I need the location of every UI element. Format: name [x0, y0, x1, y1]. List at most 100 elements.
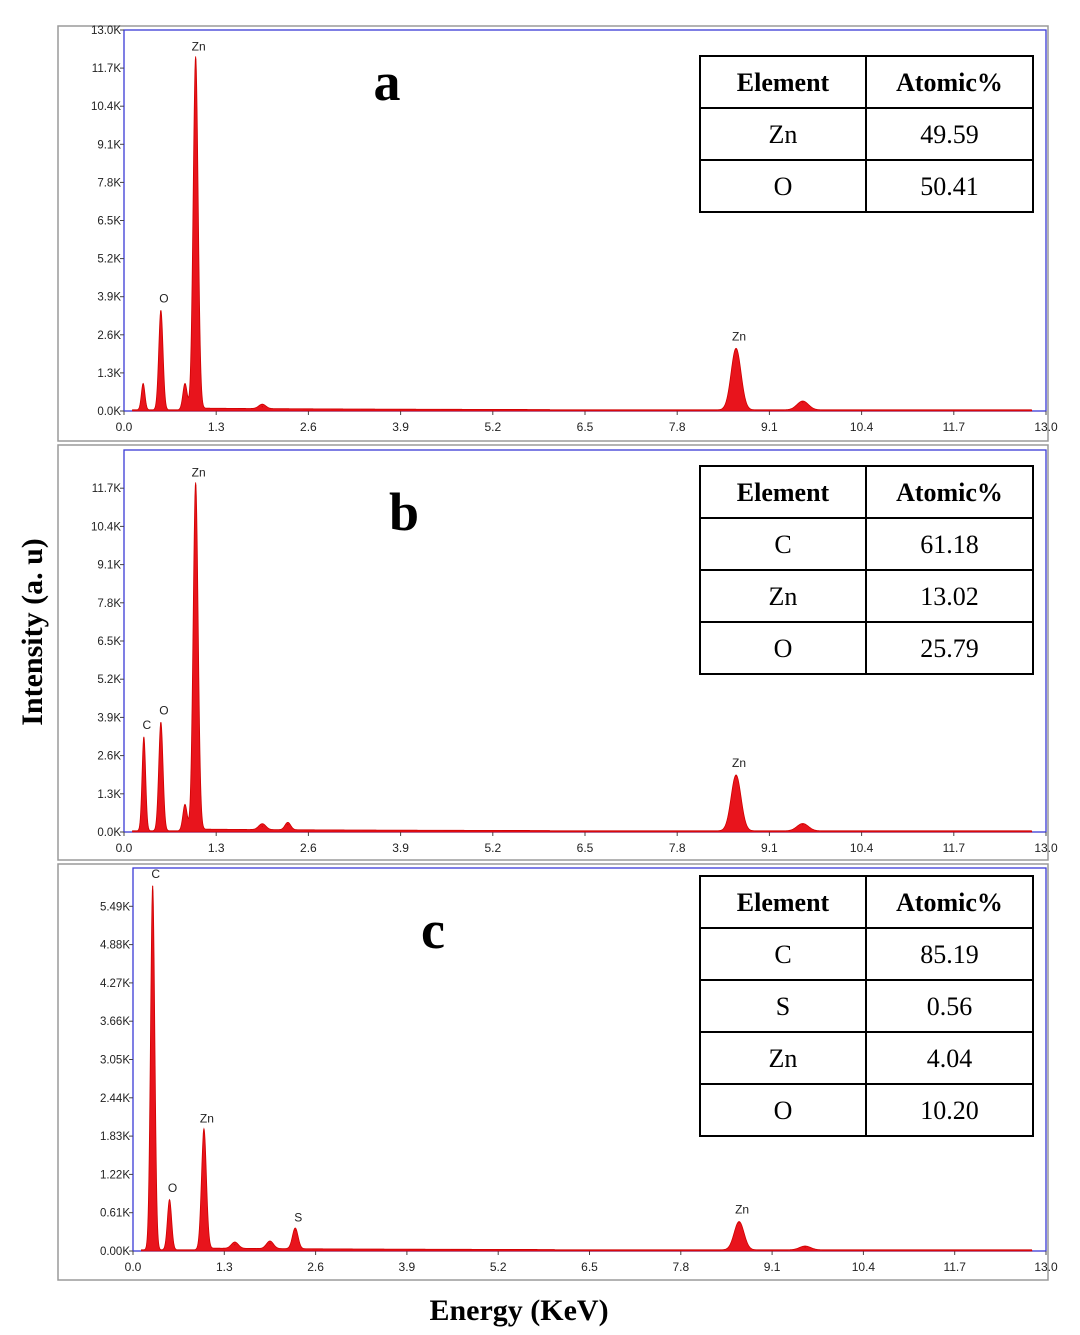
peak-label: Zn [192, 465, 206, 479]
peak-point [160, 722, 162, 724]
table-cell-atomic: 85.19 [920, 940, 979, 969]
table-cell-atomic: 25.79 [920, 634, 979, 663]
peak-label: O [159, 703, 168, 717]
y-tick-label: 7.8K [97, 177, 121, 189]
y-tick-label: 11.7K [92, 483, 122, 495]
x-axis-label: Energy (KeV) [429, 1294, 608, 1327]
peak-point [804, 1246, 806, 1248]
eds-panel-a: 0.0 1.3 2.6 3.9 5.2 6.5 7.8 9.1 10.4 11.7 13.0 0.0K… [57, 25, 1058, 442]
x-tick-label: 10.4 [852, 1260, 876, 1274]
y-tick-label: 2.6K [97, 330, 121, 342]
x-tick-label: 1.3 [208, 420, 225, 434]
x-tick-label: 5.2 [484, 420, 501, 434]
table-cell-element: O [774, 172, 793, 201]
peak-point [294, 1229, 296, 1231]
table-cell-element: Zn [769, 1044, 798, 1073]
peak-label: O [168, 1181, 177, 1195]
table-header-atomic: Atomic% [896, 888, 1003, 917]
y-tick-label: 9.1K [97, 560, 121, 572]
x-tick-label: 0.0 [125, 1260, 142, 1274]
peak-point [152, 886, 154, 888]
x-tick-label: 7.8 [672, 1260, 689, 1274]
spectrum-series [132, 56, 1033, 412]
eds-panel-b: 0.0 1.3 2.6 3.9 5.2 6.5 7.8 9.1 10.4 11.7 13.0 0.0K… [57, 444, 1058, 861]
table-cell-element: S [776, 992, 790, 1021]
x-tick-label: 9.1 [761, 841, 778, 855]
peak-point [261, 825, 263, 827]
peak-point [168, 1200, 171, 1202]
peak-point [203, 1131, 205, 1133]
peak-point [142, 384, 144, 386]
peak-point [738, 1222, 740, 1224]
table-cell-atomic: 50.41 [920, 172, 979, 201]
x-tick-label: 13.0 [1034, 1260, 1058, 1274]
peak-point [195, 484, 197, 486]
y-tick-label: 0.00K [100, 1246, 130, 1258]
table-cell-element: O [774, 634, 793, 663]
table-cell-atomic: 13.02 [920, 582, 979, 611]
eds-panel-c: 0.0 1.3 2.6 3.9 5.2 6.5 7.8 9.1 10.4 11.7 13.0 0.00… [57, 863, 1058, 1281]
table-cell-atomic: 0.56 [927, 992, 973, 1021]
spectrum-series [141, 885, 1033, 1252]
x-tick-label: 11.7 [943, 420, 966, 434]
x-tick-label: 0.0 [116, 420, 133, 434]
table-cell-atomic: 61.18 [920, 530, 979, 559]
table-cell-atomic: 49.59 [920, 120, 979, 149]
peak-point [735, 775, 737, 777]
peak-label: Zn [200, 1112, 214, 1126]
peak-point [160, 310, 162, 312]
x-tick-label: 10.4 [850, 420, 874, 434]
table-cell-element: Zn [769, 120, 798, 149]
y-tick-label: 5.2K [97, 674, 121, 686]
peak-label: S [294, 1210, 302, 1224]
y-tick-label: 0.0K [97, 406, 121, 418]
y-tick-label: 5.49K [100, 901, 130, 913]
x-tick-label: 2.6 [300, 841, 317, 855]
x-tick-label: 11.7 [943, 841, 966, 855]
x-tick-label: 7.8 [669, 420, 686, 434]
x-tick-label: 3.9 [399, 1260, 416, 1274]
table-cell-element: C [774, 940, 791, 969]
x-tick-label: 5.2 [490, 1260, 507, 1274]
x-tick-label: 6.5 [581, 1260, 598, 1274]
y-tick-label: 1.3K [97, 789, 121, 801]
table-header-element: Element [737, 478, 830, 507]
table-cell-atomic: 10.20 [920, 1096, 979, 1125]
peak-label: O [159, 291, 168, 305]
peak-point [269, 1242, 271, 1245]
x-tick-label: 2.6 [300, 420, 317, 434]
y-tick-label: 10.4K [91, 101, 121, 113]
x-tick-label: 13.0 [1034, 420, 1058, 434]
peak-point [143, 737, 145, 739]
panels: 0.0 1.3 2.6 3.9 5.2 6.5 7.8 9.1 10.4 11.7 13.0 0.0K… [57, 25, 1058, 1281]
y-tick-label: 1.3K [97, 368, 121, 380]
peak-label: C [151, 867, 160, 881]
x-tick-label: 6.5 [577, 841, 594, 855]
peak-label: C [143, 718, 152, 732]
peak-point [234, 1244, 236, 1246]
peak-point [802, 401, 804, 403]
peak-point [261, 406, 263, 408]
y-tick-label: 0.61K [100, 1208, 130, 1220]
y-tick-label: 3.05K [100, 1055, 130, 1067]
x-tick-label: 6.5 [577, 420, 594, 434]
peak-label: Zn [732, 756, 746, 770]
peak-point [802, 824, 804, 826]
y-axis-label: Intensity (a. u) [16, 538, 49, 726]
y-tick-label: 7.8K [97, 598, 121, 610]
y-tick-label: 3.9K [97, 712, 121, 724]
y-tick-label: 2.44K [100, 1093, 130, 1105]
y-tick-label: 2.6K [97, 751, 121, 763]
x-tick-label: 13.0 [1034, 841, 1058, 855]
table-cell-atomic: 4.04 [927, 1044, 973, 1073]
peak-point [287, 824, 289, 826]
panel-label: b [389, 482, 419, 542]
y-tick-label: 3.9K [97, 292, 121, 304]
y-tick-label: 1.83K [100, 1131, 130, 1143]
y-tick-label: 10.4K [91, 521, 121, 533]
x-tick-label: 10.4 [850, 841, 874, 855]
x-tick-label: 0.0 [116, 841, 133, 855]
x-tick-label: 7.8 [669, 841, 686, 855]
peak-label: Zn [732, 329, 746, 343]
